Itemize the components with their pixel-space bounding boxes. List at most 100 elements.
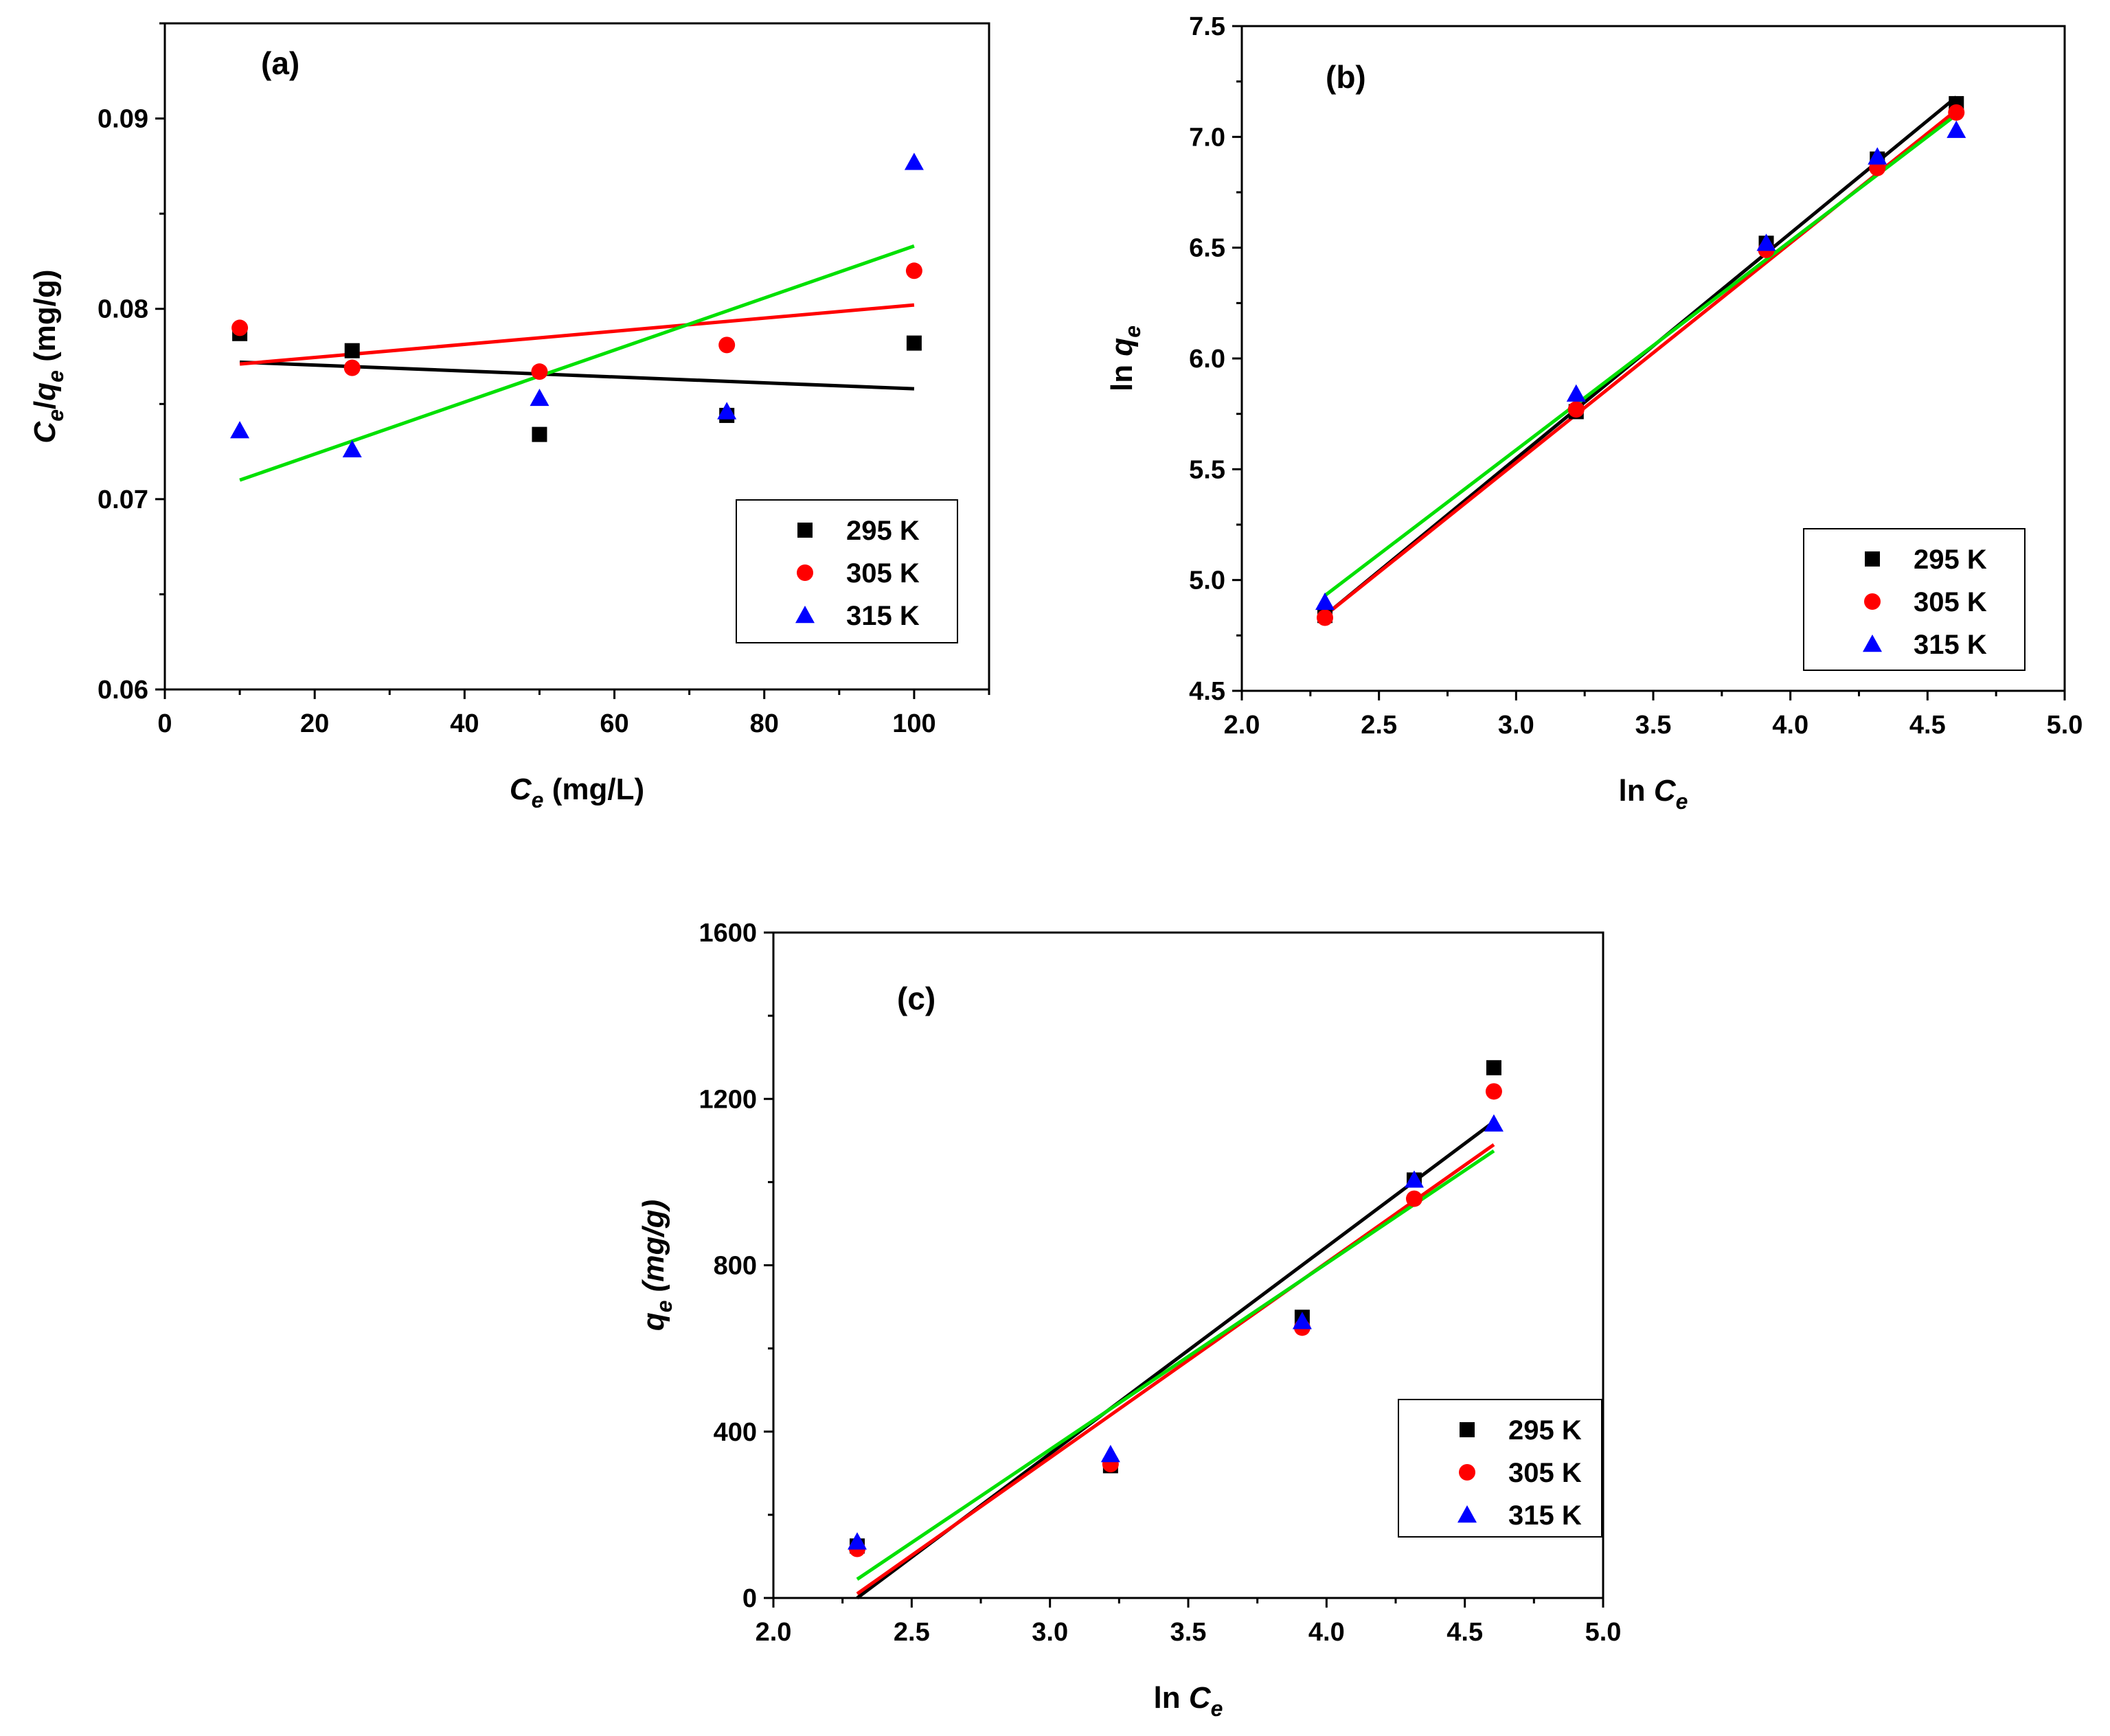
data-point — [1316, 609, 1333, 626]
legend-label: 305 K — [846, 558, 920, 589]
legend-marker — [1864, 593, 1881, 610]
y-tick-label: 7.5 — [1189, 12, 1225, 41]
fit-line-305k — [856, 1143, 1495, 1595]
x-axis-title: ln Ce — [1619, 774, 1688, 814]
data-point — [717, 402, 737, 420]
data-point — [848, 1532, 867, 1550]
data-point — [904, 152, 924, 170]
legend-marker — [1457, 1505, 1477, 1523]
legend-marker — [1863, 635, 1882, 652]
data-point — [343, 359, 361, 376]
x-tick-label: 4.5 — [1909, 711, 1946, 740]
data-point — [532, 426, 547, 442]
y-tick-label: 7.0 — [1189, 123, 1225, 152]
data-point — [1948, 104, 1965, 121]
fit-line-295k — [239, 360, 915, 391]
data-point — [906, 335, 922, 351]
y-tick-label: 6.0 — [1189, 345, 1225, 374]
y-axis-title: Ce/qe (mg/g) — [28, 269, 68, 443]
data-point — [905, 262, 922, 279]
y-tick-label: 5.5 — [1189, 455, 1225, 484]
x-tick-label: 2.5 — [894, 1618, 930, 1647]
legend-label: 295 K — [846, 516, 920, 546]
series-315k — [1315, 120, 1966, 610]
legend-label: 305 K — [1508, 1458, 1582, 1488]
legend-marker — [797, 523, 813, 538]
data-point — [1486, 1060, 1501, 1075]
panel-label: (a) — [261, 45, 299, 81]
data-point — [1485, 1083, 1502, 1100]
y-tick-label: 400 — [714, 1418, 757, 1447]
fit-line-315k — [1324, 113, 1958, 597]
data-point — [1405, 1190, 1422, 1207]
panel-c: 2.0 2.5 3.0 3.5 4.0 4.5 5.0 0 400 800 1200 1600 (c) l… — [637, 919, 1621, 1721]
data-point — [530, 388, 549, 407]
panel-label: (c) — [897, 981, 935, 1016]
x-axis-title: Ce (mg/L) — [510, 773, 644, 812]
y-tick-label: 6.5 — [1189, 234, 1225, 263]
data-point — [1567, 401, 1585, 418]
legend-box — [736, 499, 958, 643]
x-tick-label: 4.0 — [1308, 1618, 1345, 1647]
data-point — [344, 343, 360, 358]
x-tick-label: 4.5 — [1447, 1618, 1483, 1647]
y-axis-title: qe (mg/g) — [637, 1200, 677, 1331]
x-tick-label: 3.5 — [1635, 711, 1672, 740]
x-tick-label: 5.0 — [1585, 1618, 1622, 1647]
x-tick-label: 60 — [600, 709, 628, 738]
y-tick-label: 0.09 — [98, 105, 148, 134]
y-tick-label: 0.07 — [98, 486, 148, 514]
x-tick-label: 2.0 — [756, 1618, 792, 1647]
panel-b: 2.0 2.5 3.0 3.5 4.0 4.5 5.0 4.5 5.0 5.5 6.0 6.5 7.0 7… — [1105, 12, 2083, 814]
data-point — [1484, 1114, 1504, 1132]
x-axis-title: ln Ce — [1154, 1681, 1223, 1721]
legend: 295 K 305 K 315 K — [1803, 528, 2026, 671]
series-305k — [231, 262, 922, 380]
legend-label: 295 K — [1914, 545, 1987, 575]
y-tick-label: 0.06 — [98, 676, 148, 705]
data-point — [718, 336, 736, 354]
x-tick-label: 2.0 — [1224, 711, 1260, 740]
data-point — [342, 439, 362, 457]
legend: 295 K 305 K 315 K — [736, 499, 958, 643]
fit-line-315k — [856, 1149, 1495, 1581]
panel-label: (b) — [1326, 59, 1366, 95]
data-point — [531, 363, 548, 380]
data-point — [1947, 120, 1966, 138]
y-tick-label: 800 — [714, 1252, 757, 1281]
fit-line-305k — [239, 303, 915, 366]
x-tick-label: 80 — [750, 709, 779, 738]
data-point — [1756, 233, 1776, 251]
legend: 295 K 305 K 315 K — [1398, 1399, 1602, 1538]
legend-label: 315 K — [846, 601, 920, 631]
data-point — [1868, 147, 1887, 165]
legend-label: 295 K — [1508, 1415, 1582, 1446]
x-tick-label: 0 — [157, 709, 172, 738]
data-point — [231, 319, 249, 336]
y-axis-title: ln qe — [1105, 326, 1145, 391]
legend-marker — [1459, 1464, 1475, 1481]
legend-marker — [1460, 1422, 1475, 1437]
x-tick-label: 3.0 — [1032, 1618, 1068, 1647]
x-tick-label: 2.5 — [1361, 711, 1397, 740]
data-point — [1566, 384, 1586, 402]
x-tick-label: 20 — [300, 709, 329, 738]
x-tick-label: 4.0 — [1772, 711, 1808, 740]
legend-box — [1398, 1399, 1602, 1538]
y-tick-label: 0 — [742, 1584, 757, 1613]
data-point — [230, 421, 250, 439]
x-tick-label: 40 — [450, 709, 479, 738]
data-point — [1315, 592, 1335, 610]
series-315k — [848, 1114, 1504, 1550]
y-tick-label: 0.08 — [98, 295, 148, 324]
panel-a: 0 20 40 60 80 100 0.06 0.07 0.08 0.09 (a) Ce (mg/L)… — [28, 22, 990, 812]
legend-marker — [797, 564, 813, 581]
plot-frame — [163, 22, 990, 691]
legend-label: 315 K — [1508, 1500, 1582, 1531]
y-tick-label: 1600 — [699, 919, 757, 948]
y-tick-label: 5.0 — [1189, 567, 1225, 595]
x-tick-label: 3.5 — [1170, 1618, 1207, 1647]
y-tick-label: 1200 — [699, 1085, 757, 1114]
legend-label: 315 K — [1914, 630, 1987, 660]
